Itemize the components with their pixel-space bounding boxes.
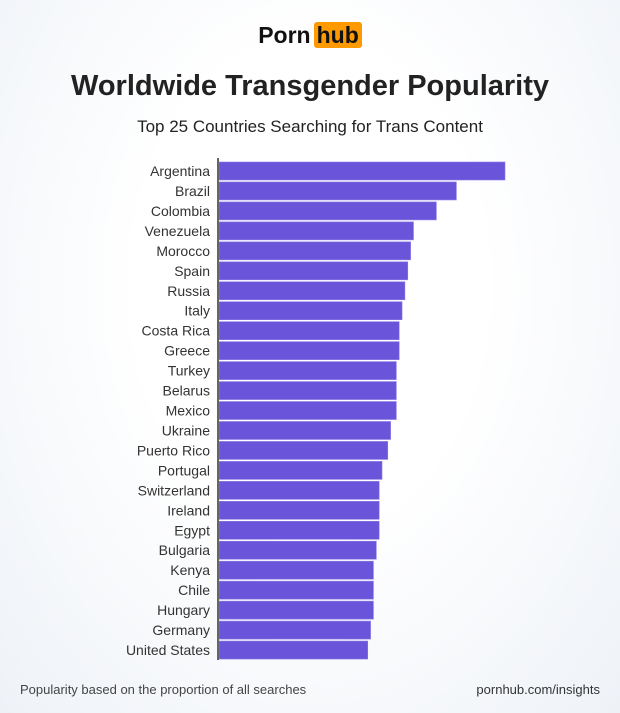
category-label: Belarus bbox=[163, 383, 210, 399]
bar bbox=[218, 580, 374, 600]
bar bbox=[218, 540, 377, 560]
category-label: Switzerland bbox=[138, 482, 210, 498]
category-label: United States bbox=[126, 642, 210, 658]
bar bbox=[218, 341, 400, 360]
category-label: Spain bbox=[174, 263, 210, 279]
bar bbox=[218, 461, 383, 480]
bar bbox=[218, 421, 391, 440]
category-label: Venezuela bbox=[145, 223, 211, 239]
bar bbox=[218, 301, 403, 321]
category-label: Puerto Rico bbox=[137, 442, 210, 458]
category-label: Greece bbox=[164, 343, 210, 359]
bar bbox=[218, 321, 400, 340]
logo-part2: hub bbox=[313, 22, 362, 48]
bar bbox=[218, 361, 397, 380]
category-label: Costa Rica bbox=[142, 323, 211, 339]
bar bbox=[218, 560, 374, 580]
category-label: Portugal bbox=[158, 462, 210, 478]
category-label: Morocco bbox=[156, 243, 210, 259]
category-label: Turkey bbox=[168, 363, 210, 379]
category-label: Colombia bbox=[151, 203, 210, 219]
bar bbox=[218, 261, 409, 281]
logo-part1: Porn bbox=[258, 22, 311, 48]
category-label: Ukraine bbox=[162, 422, 210, 438]
bar bbox=[218, 161, 506, 181]
category-label: Brazil bbox=[175, 183, 210, 199]
pornhub-logo: Porn hub bbox=[0, 22, 620, 49]
bar bbox=[218, 401, 397, 420]
bar bbox=[218, 620, 371, 640]
bar bbox=[218, 501, 380, 520]
bar bbox=[218, 600, 374, 620]
chart-subtitle: Top 25 Countries Searching for Trans Con… bbox=[137, 117, 483, 136]
category-label: Argentina bbox=[150, 163, 210, 179]
bar bbox=[218, 640, 369, 660]
bar bbox=[218, 201, 437, 221]
bar bbox=[218, 221, 414, 241]
category-label: Kenya bbox=[170, 562, 210, 578]
category-label: Italy bbox=[184, 303, 210, 319]
category-label: Ireland bbox=[167, 502, 210, 518]
bar bbox=[218, 241, 411, 261]
bar bbox=[218, 281, 406, 301]
category-label: Egypt bbox=[174, 522, 210, 538]
bar bbox=[218, 481, 380, 500]
category-label: Mexico bbox=[166, 403, 211, 419]
category-label: Russia bbox=[167, 283, 210, 299]
chart-title: Worldwide Transgender Popularity bbox=[70, 70, 550, 102]
category-label: Chile bbox=[178, 582, 210, 598]
category-label: Bulgaria bbox=[159, 542, 211, 558]
category-label: Germany bbox=[152, 622, 210, 638]
bar bbox=[218, 520, 380, 540]
category-label: Hungary bbox=[157, 602, 210, 618]
bar bbox=[218, 381, 397, 400]
footer-note: Popularity based on the proportion of al… bbox=[20, 682, 307, 697]
footer-source: pornhub.com/insights bbox=[476, 682, 600, 697]
bar bbox=[218, 441, 389, 460]
bar bbox=[218, 181, 457, 201]
